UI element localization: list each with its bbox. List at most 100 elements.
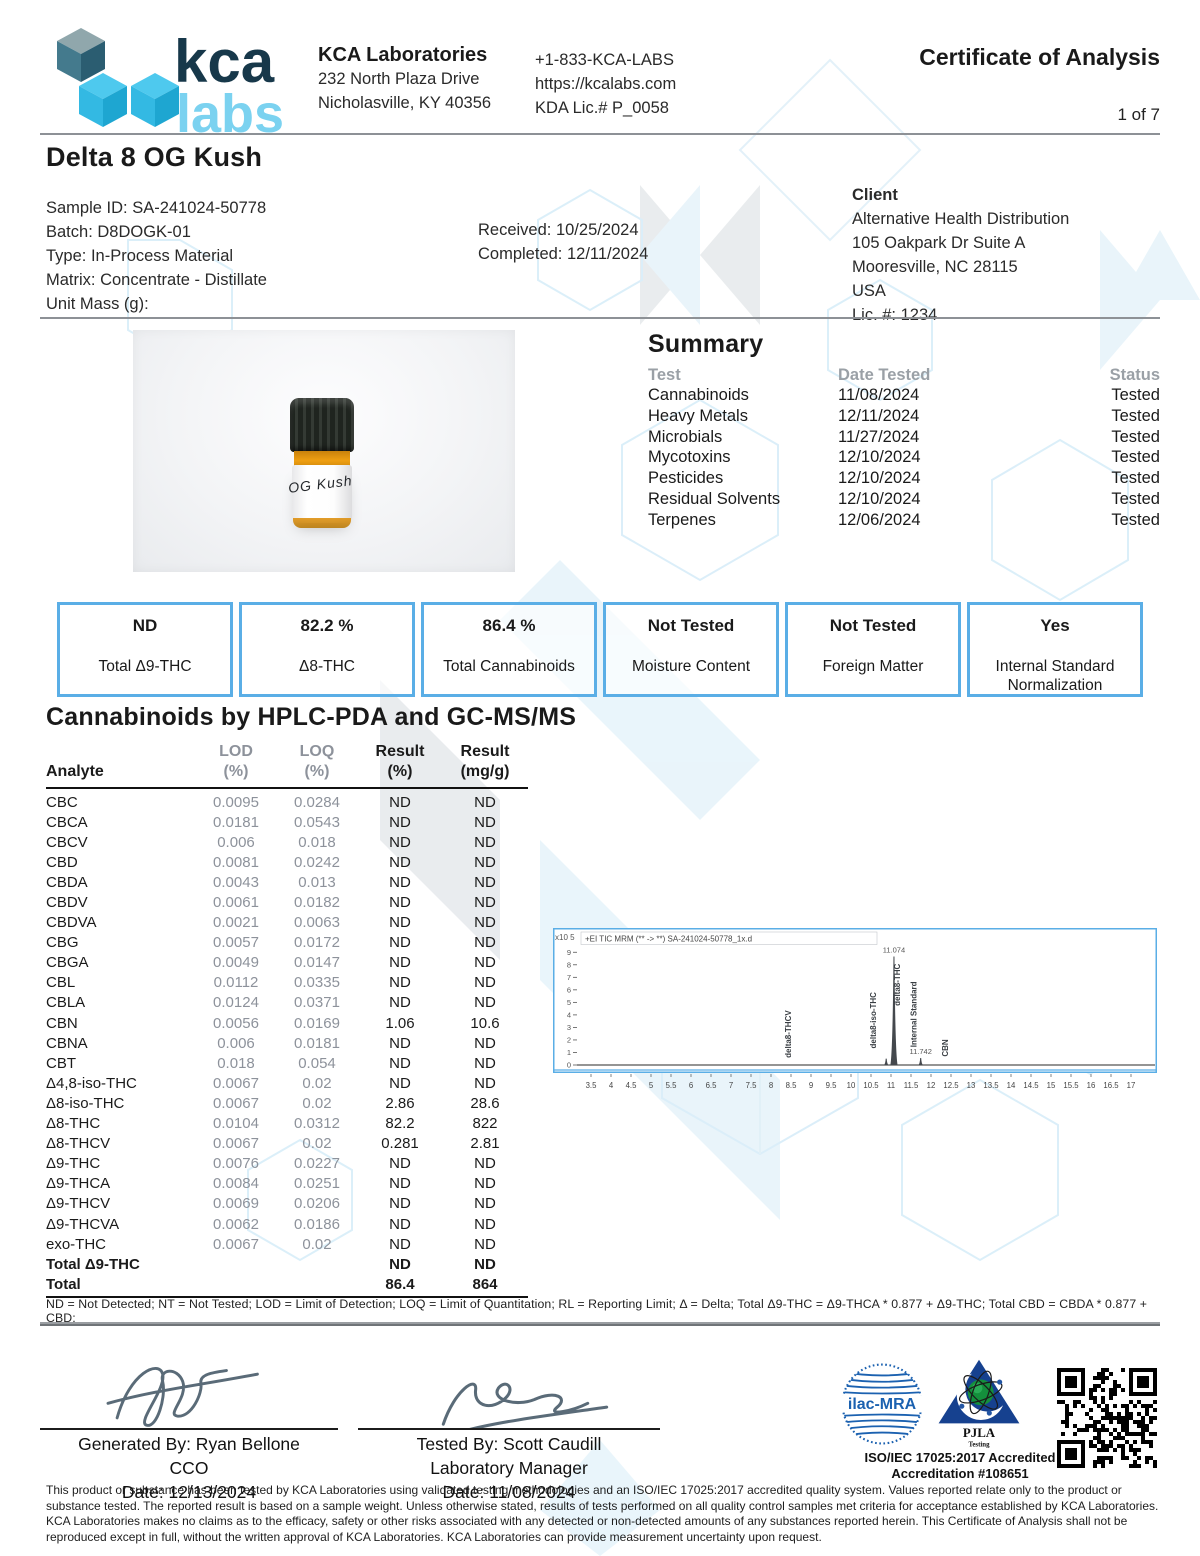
- result-percent: 86.4: [385, 1275, 415, 1293]
- result-mgg: ND: [474, 1034, 496, 1052]
- lod-value: 0.0067: [213, 1135, 259, 1153]
- analyte-row: CBN 0.0056 0.0169 1.06 10.6: [46, 1013, 528, 1033]
- analyte-row: CBDVA 0.0021 0.0063 ND ND: [46, 913, 528, 933]
- result-box-value: ND: [132, 616, 158, 635]
- lod-value: 0.0095: [213, 793, 259, 811]
- result-percent: ND: [389, 853, 411, 871]
- svg-text:4: 4: [567, 1010, 571, 1019]
- footer-divider: [40, 1322, 1160, 1326]
- summary-row: Pesticides 12/10/2024 Tested: [648, 468, 1162, 489]
- result-percent: ND: [389, 793, 411, 811]
- result-percent: ND: [389, 914, 411, 932]
- result-percent: ND: [389, 873, 411, 891]
- svg-text:8: 8: [769, 1081, 773, 1090]
- summary-table-body: Cannabinoids 11/08/2024 Tested Heavy Met…: [648, 385, 1162, 531]
- result-mgg: ND: [474, 974, 496, 992]
- summary-date-tested: 12/06/2024: [838, 510, 921, 529]
- lod-value: 0.0067: [213, 1235, 259, 1253]
- result-mgg: ND: [474, 813, 496, 831]
- analyte-name: CBC: [46, 793, 78, 811]
- ilac-mra-text: ilac-MRA: [848, 1396, 917, 1413]
- svg-text:4: 4: [609, 1081, 614, 1090]
- summary-status: Tested: [1111, 510, 1160, 529]
- summary-date-tested: 12/10/2024: [838, 469, 921, 488]
- result-mgg: ND: [474, 1215, 496, 1233]
- result-mgg: ND: [474, 994, 496, 1012]
- lod-value: 0.0057: [213, 934, 259, 952]
- result-percent: ND: [389, 1054, 411, 1072]
- result-percent: ND: [389, 1195, 411, 1213]
- loq-value: 0.0182: [294, 894, 340, 912]
- analyte-row: CBL 0.0112 0.0335 ND ND: [46, 973, 528, 993]
- loq-value: 0.013: [298, 873, 336, 891]
- analyte-table-bottom-rule: [46, 1296, 528, 1299]
- lod-value: 0.0062: [213, 1215, 259, 1233]
- result-mgg: ND: [474, 853, 496, 871]
- pjla-text: PJLA: [963, 1426, 996, 1440]
- svg-text:delta8-THCV: delta8-THCV: [784, 1010, 793, 1058]
- lod-value: 0.0081: [213, 853, 259, 871]
- generated-title: CCO: [169, 1458, 209, 1478]
- result-mgg: 2.81: [470, 1135, 500, 1153]
- loq-value: 0.018: [298, 833, 336, 851]
- analyte-row: CBD 0.0081 0.0242 ND ND: [46, 852, 528, 872]
- svg-text:9: 9: [567, 948, 571, 957]
- sample-id: Sample ID: SA-241024-50778: [46, 199, 267, 217]
- result-box: Not Tested Moisture Content: [603, 602, 779, 697]
- svg-text:13.5: 13.5: [983, 1081, 999, 1090]
- analyte-name: Total Δ9-THC: [46, 1255, 140, 1273]
- result-box-value: Not Tested: [829, 616, 917, 635]
- lod-value: 0.006: [217, 833, 255, 851]
- result-percent: 2.86: [385, 1094, 415, 1112]
- svg-text:5.5: 5.5: [666, 1081, 678, 1090]
- loq-value: 0.0172: [294, 934, 340, 952]
- result-box: 86.4 % Total Cannabinoids: [421, 602, 597, 697]
- summary-date-tested: 11/08/2024: [838, 386, 920, 404]
- lod-value: 0.0076: [213, 1155, 259, 1173]
- tested-by: Tested By: Scott Caudill: [416, 1434, 602, 1454]
- result-box-value: 86.4 %: [482, 616, 536, 635]
- summary-row: Microbials 11/27/2024 Tested: [648, 427, 1162, 448]
- svg-text:8.5: 8.5: [786, 1081, 798, 1090]
- qr-code[interactable]: [1057, 1368, 1157, 1468]
- summary-test-name: Heavy Metals: [648, 406, 748, 425]
- summary-status: Tested: [1111, 448, 1160, 467]
- analyte-name: CBD: [46, 853, 78, 871]
- client-address-2: Mooresville, NC 28115: [852, 258, 1018, 276]
- summary-title: Summary: [648, 330, 764, 358]
- analyte-row: Δ4,8-iso-THC 0.0067 0.02 ND ND: [46, 1073, 528, 1093]
- loq-value: 0.0371: [294, 994, 340, 1012]
- company-website[interactable]: https://kcalabs.com: [535, 75, 677, 93]
- client-country: USA: [852, 282, 886, 300]
- column-header: LOD (%): [219, 743, 253, 780]
- analyte-name: CBG: [46, 934, 79, 952]
- sample-unit-mass: Unit Mass (g):: [46, 295, 149, 313]
- analyte-name: CBDV: [46, 894, 88, 912]
- iso-accredited-line: ISO/IEC 17025:2017 Accredited: [864, 1450, 1056, 1465]
- loq-value: 0.0284: [294, 793, 340, 811]
- result-percent: ND: [389, 954, 411, 972]
- received-date: Received: 10/25/2024: [478, 221, 639, 239]
- summary-test-name: Mycotoxins: [648, 448, 731, 467]
- analyte-row: CBNA 0.006 0.0181 ND ND: [46, 1033, 528, 1053]
- result-mgg: ND: [474, 1195, 496, 1213]
- tested-title: Laboratory Manager: [430, 1458, 588, 1478]
- result-box: Not Tested Foreign Matter: [785, 602, 961, 697]
- generated-signature: [106, 1367, 259, 1427]
- summary-row: Residual Solvents 12/10/2024 Tested: [648, 489, 1162, 510]
- column-header: Result (%): [375, 743, 425, 780]
- analyte-name: Δ9-THC: [46, 1155, 101, 1173]
- summary-header-status: Status: [1109, 366, 1160, 384]
- company-address-2: Nicholasville, KY 40356: [318, 94, 492, 112]
- client-heading: Client: [852, 186, 898, 204]
- svg-text:16.5: 16.5: [1103, 1081, 1119, 1090]
- svg-text:delta8-iso-THC: delta8-iso-THC: [869, 992, 878, 1049]
- vial-neck: [294, 451, 350, 467]
- svg-text:6: 6: [567, 985, 571, 994]
- svg-text:CBN: CBN: [941, 1039, 950, 1057]
- result-percent: 82.2: [385, 1115, 415, 1133]
- analyte-table-body: CBC 0.0095 0.0284 ND ND CBCA 0.0181 0.05…: [46, 789, 528, 1294]
- svg-text:3.5: 3.5: [586, 1081, 598, 1090]
- loq-value: 0.0169: [294, 1014, 340, 1032]
- summary-row: Mycotoxins 12/10/2024 Tested: [648, 447, 1162, 468]
